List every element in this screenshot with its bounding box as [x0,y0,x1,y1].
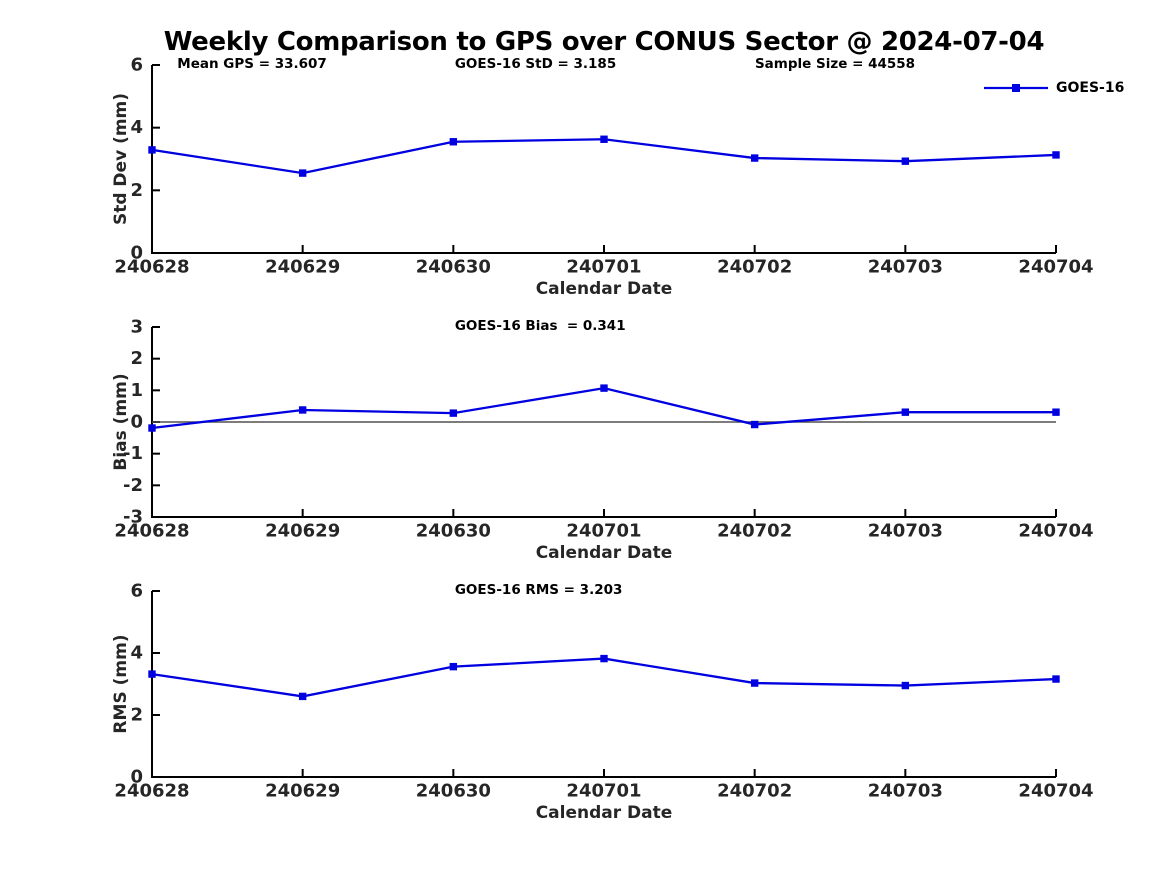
x-tick-label: 240702 [717,781,792,802]
x-axis-label: Calendar Date [536,803,673,823]
x-tick-label: 240701 [566,257,641,278]
data-point-marker [1052,408,1060,416]
data-point-marker [750,154,759,162]
axis-spines [151,65,1056,254]
y-tick-label: 2 [130,705,143,726]
chart-annotation: GOES-16 StD = 3.185 [455,56,616,72]
x-tick-label: 240629 [265,257,340,278]
y-tick-label: -3 [123,507,143,528]
data-point-marker [148,146,156,154]
legend-label: GOES-16 [1056,80,1124,96]
x-axis-label: Calendar Date [536,279,673,299]
x-tick-label: 240703 [868,257,943,278]
y-tick-label: 2 [130,348,143,369]
y-tick-label: 0 [130,767,143,788]
y-tick-label: 0 [130,412,143,433]
data-line [151,138,1057,175]
y-tick-label: 6 [130,581,143,602]
data-point-marker [298,169,307,177]
y-tick-label: 6 [130,55,143,76]
data-point-marker [449,662,458,671]
x-tick-label: 240630 [416,257,491,278]
x-tick-label: 240628 [114,257,189,278]
x-tick-label: 240704 [1018,521,1093,542]
data-point-marker [298,406,307,414]
x-tick-label: 240704 [1018,781,1093,802]
y-tick-label: -1 [123,443,143,464]
x-tick-label: 240630 [416,521,491,542]
x-tick-label: 240629 [265,521,340,542]
legend-marker [1012,84,1020,92]
data-point-marker [449,138,458,146]
y-tick-label: 4 [130,117,143,138]
x-tick-label: 240701 [566,781,641,802]
data-point-marker [449,409,458,417]
y-tick-label: 2 [130,180,143,201]
data-point-marker [1052,151,1060,159]
data-point-marker [1052,675,1060,683]
chart-annotation: Sample Size = 44558 [755,56,915,72]
y-axis-label: RMS (mm) [111,634,131,733]
y-tick-label: -2 [123,475,143,496]
x-tick-label: 240701 [566,521,641,542]
data-point-marker [750,679,759,687]
data-point-marker [298,692,307,701]
chart-annotation: GOES-16 Bias = 0.341 [455,318,626,334]
y-tick-label: 4 [130,643,143,664]
data-point-marker [901,681,910,690]
x-axis-label: Calendar Date [536,543,673,563]
y-axis-label: Bias (mm) [111,373,131,470]
std-dev-chart: 0 2 4 6 240628 240629 240630 240701 240702 240703… [111,55,1124,300]
y-axis-label: Std Dev (mm) [111,93,131,225]
x-tick-label: 240703 [868,521,943,542]
rms-chart: 0 2 4 6 240628 240629 240630 240701 240702 240703… [111,581,1094,824]
data-point-marker [750,420,759,429]
x-tick-label: 240628 [114,781,189,802]
data-point-marker [600,135,608,143]
x-tick-label: 240630 [416,781,491,802]
data-point-marker [148,670,156,678]
data-point-marker [148,424,156,432]
x-tick-label: 240702 [717,521,792,542]
y-tick-label: 3 [130,317,143,338]
data-point-marker [600,654,608,663]
y-tick-label: 1 [130,380,143,401]
figure-title: Weekly Comparison to GPS over CONUS Sect… [163,27,1045,57]
x-tick-label: 240703 [868,781,943,802]
chart-annotation: Mean GPS = 33.607 [177,56,327,72]
bias-chart: -3 -2 -1 0 1 2 3 240628 240629 240630 240701 240702… [111,317,1094,564]
x-tick-label: 240629 [265,781,340,802]
y-tick-label: 0 [130,243,143,264]
data-point-marker [600,384,608,392]
x-tick-label: 240702 [717,257,792,278]
x-tick-label: 240704 [1018,257,1093,278]
chart-annotation: GOES-16 RMS = 3.203 [455,582,623,598]
data-line [151,657,1057,698]
data-point-marker [901,157,910,165]
x-tick-label: 240628 [114,521,189,542]
data-point-marker [901,408,910,416]
